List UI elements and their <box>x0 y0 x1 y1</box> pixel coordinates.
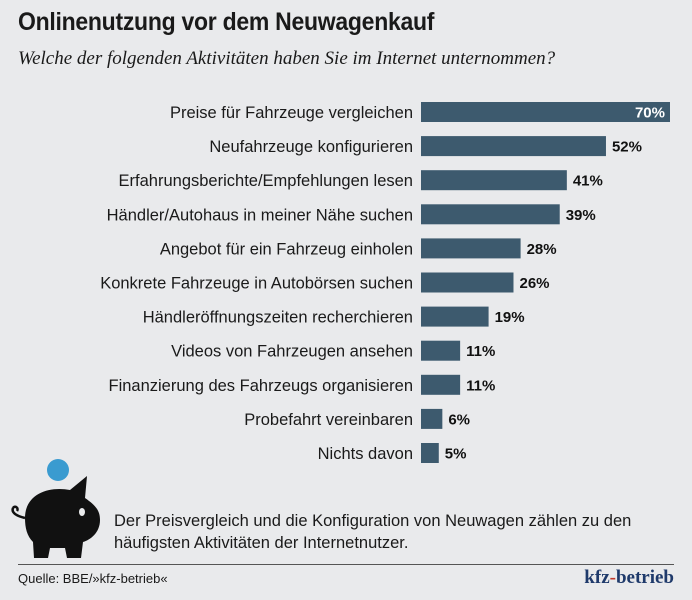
chart-title: Onlinenutzung vor dem Neuwagenkauf <box>18 8 435 36</box>
category-label: Neufahrzeuge konfigurieren <box>209 138 413 156</box>
value-label: 11% <box>466 343 495 360</box>
value-label: 11% <box>466 377 495 394</box>
source-label: Quelle: BBE/»kfz-betrieb« <box>18 571 168 586</box>
value-label: 26% <box>519 275 549 292</box>
category-label: Konkrete Fahrzeuge in Autobörsen suchen <box>100 275 413 293</box>
bar <box>421 204 560 225</box>
value-label: 6% <box>448 411 470 428</box>
bar <box>421 136 606 157</box>
category-label: Finanzierung des Fahrzeugs organisieren <box>108 377 413 395</box>
piggy-bank-icon <box>11 459 100 558</box>
value-label: 39% <box>566 207 596 224</box>
value-label: 5% <box>445 446 467 463</box>
chart-note: Der Preisvergleich und die Konfiguration… <box>114 512 632 552</box>
value-label: 52% <box>612 139 642 156</box>
bar <box>421 272 514 293</box>
bar-chart: Preise für Fahrzeuge vergleichen 70% Neufa… <box>100 102 670 463</box>
bar <box>421 374 461 395</box>
value-label: 41% <box>573 173 603 190</box>
category-label: Angebot für ein Fahrzeug einholen <box>160 240 413 258</box>
category-label: Preise für Fahrzeuge vergleichen <box>170 104 413 122</box>
category-label: Probefahrt vereinbaren <box>244 411 413 429</box>
category-label: Händler/Autohaus in meiner Nähe suchen <box>107 206 413 224</box>
kfz-betrieb-logo: kfz-betrieb <box>584 567 674 588</box>
coin-icon <box>47 459 69 481</box>
category-label: Videos von Fahrzeugen ansehen <box>171 343 413 361</box>
bar <box>421 102 670 122</box>
divider <box>18 564 674 565</box>
bar <box>421 408 443 429</box>
chart-subtitle: Welche der folgenden Aktivitäten haben S… <box>18 48 556 69</box>
category-label: Erfahrungsberichte/Empfehlungen lesen <box>119 172 413 190</box>
bar <box>421 170 567 191</box>
bar <box>421 306 489 327</box>
value-label: 19% <box>495 309 525 326</box>
bar <box>421 443 439 463</box>
bar <box>421 238 521 259</box>
value-label: 70% <box>635 105 665 122</box>
category-label: Händleröffnungszeiten recherchieren <box>143 309 413 327</box>
category-label: Nichts davon <box>318 445 413 463</box>
value-label: 28% <box>527 241 557 258</box>
bar <box>421 340 461 361</box>
